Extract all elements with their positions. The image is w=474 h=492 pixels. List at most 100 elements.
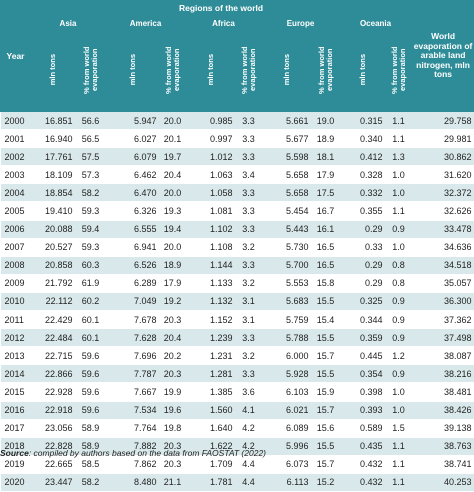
page: Year Regions of the world World evaporat…	[0, 0, 474, 462]
value-cell: 1.1	[386, 130, 412, 148]
value-cell: 15.9	[312, 383, 340, 401]
value-cell: 1.1	[386, 437, 412, 455]
value-cell: 0.8	[386, 256, 412, 274]
year-cell: 2004	[1, 184, 31, 202]
unit-label: % from world evaporation	[165, 31, 181, 109]
value-cell: 0.340	[340, 130, 386, 148]
value-cell: 3.3	[236, 130, 262, 148]
value-cell: 15.4	[312, 311, 340, 329]
value-cell: 0.9	[386, 311, 412, 329]
year-cell: 2007	[1, 238, 31, 256]
value-cell: 59.3	[76, 238, 106, 256]
value-cell: 1.132	[186, 292, 236, 310]
value-cell: 15.5	[312, 292, 340, 310]
value-cell: 5.553	[262, 274, 312, 292]
value-cell: 7.049	[106, 292, 160, 310]
value-cell: 59.6	[76, 365, 106, 383]
value-cell: 0.412	[340, 148, 386, 166]
value-cell: 0.325	[340, 292, 386, 310]
value-cell: 5.677	[262, 130, 312, 148]
table-header: Year Regions of the world World evaporat…	[1, 1, 474, 112]
value-cell: 18.9	[312, 130, 340, 148]
value-cell: 1.102	[186, 220, 236, 238]
region-header-oceania: Oceania	[340, 16, 412, 31]
value-cell: 1.781	[186, 473, 236, 491]
value-cell: 1.640	[186, 419, 236, 437]
value-cell: 3.2	[236, 238, 262, 256]
value-cell: 20.3	[160, 311, 186, 329]
value-cell: 17.9	[312, 166, 340, 184]
value-cell: 1.0	[386, 166, 412, 184]
value-cell: 8.480	[106, 473, 160, 491]
value-cell: 16.940	[31, 130, 76, 148]
value-cell: 15.5	[312, 365, 340, 383]
value-cell: 19.410	[31, 202, 76, 220]
value-cell: 16.5	[312, 238, 340, 256]
value-cell: 3.3	[236, 112, 262, 130]
value-cell: 0.315	[340, 112, 386, 130]
value-cell: 0.997	[186, 130, 236, 148]
value-cell: 3.3	[236, 148, 262, 166]
value-cell: 6.021	[262, 401, 312, 419]
value-cell: 5.928	[262, 365, 312, 383]
regions-group-header: Regions of the world	[31, 1, 412, 16]
value-cell: 22.715	[31, 347, 76, 365]
year-cell: 2013	[1, 347, 31, 365]
value-cell: 1.0	[386, 238, 412, 256]
year-cell: 2006	[1, 220, 31, 238]
value-cell: 30.862	[412, 148, 474, 166]
value-cell: 3.3	[236, 184, 262, 202]
value-cell: 59.6	[76, 401, 106, 419]
value-cell: 57.5	[76, 148, 106, 166]
value-cell: 20.0	[160, 112, 186, 130]
value-cell: 23.447	[31, 473, 76, 491]
value-cell: 1.0	[386, 383, 412, 401]
unit-header-pct: % from world evaporation	[236, 31, 262, 112]
year-cell: 2020	[1, 473, 31, 491]
value-cell: 1.1	[386, 202, 412, 220]
value-cell: 38.763	[412, 437, 474, 455]
value-cell: 59.6	[76, 383, 106, 401]
value-cell: 6.079	[106, 148, 160, 166]
value-cell: 6.113	[262, 473, 312, 491]
value-cell: 4.1	[236, 401, 262, 419]
source-text: : compiled by authors based on the data …	[29, 448, 266, 458]
value-cell: 1.231	[186, 347, 236, 365]
value-cell: 60.1	[76, 329, 106, 347]
value-cell: 7.787	[106, 365, 160, 383]
value-cell: 20.0	[160, 238, 186, 256]
year-cell: 2000	[1, 112, 31, 130]
value-cell: 0.432	[340, 455, 386, 473]
value-cell: 59.4	[76, 220, 106, 238]
value-cell: 20.0	[160, 184, 186, 202]
value-cell: 7.628	[106, 329, 160, 347]
region-header-america: America	[106, 16, 186, 31]
value-cell: 3.3	[236, 329, 262, 347]
value-cell: 1.2	[386, 347, 412, 365]
value-cell: 3.3	[236, 202, 262, 220]
value-cell: 1.152	[186, 311, 236, 329]
value-cell: 5.683	[262, 292, 312, 310]
value-cell: 6.462	[106, 166, 160, 184]
value-cell: 17.9	[160, 274, 186, 292]
value-cell: 20.088	[31, 220, 76, 238]
value-cell: 3.2	[236, 347, 262, 365]
value-cell: 16.1	[312, 220, 340, 238]
value-cell: 60.1	[76, 311, 106, 329]
value-cell: 7.534	[106, 401, 160, 419]
value-cell: 20.527	[31, 238, 76, 256]
value-cell: 0.8	[386, 274, 412, 292]
value-cell: 6.941	[106, 238, 160, 256]
value-cell: 38.426	[412, 401, 474, 419]
value-cell: 19.3	[160, 202, 186, 220]
value-cell: 39.138	[412, 419, 474, 437]
value-cell: 20.4	[160, 166, 186, 184]
